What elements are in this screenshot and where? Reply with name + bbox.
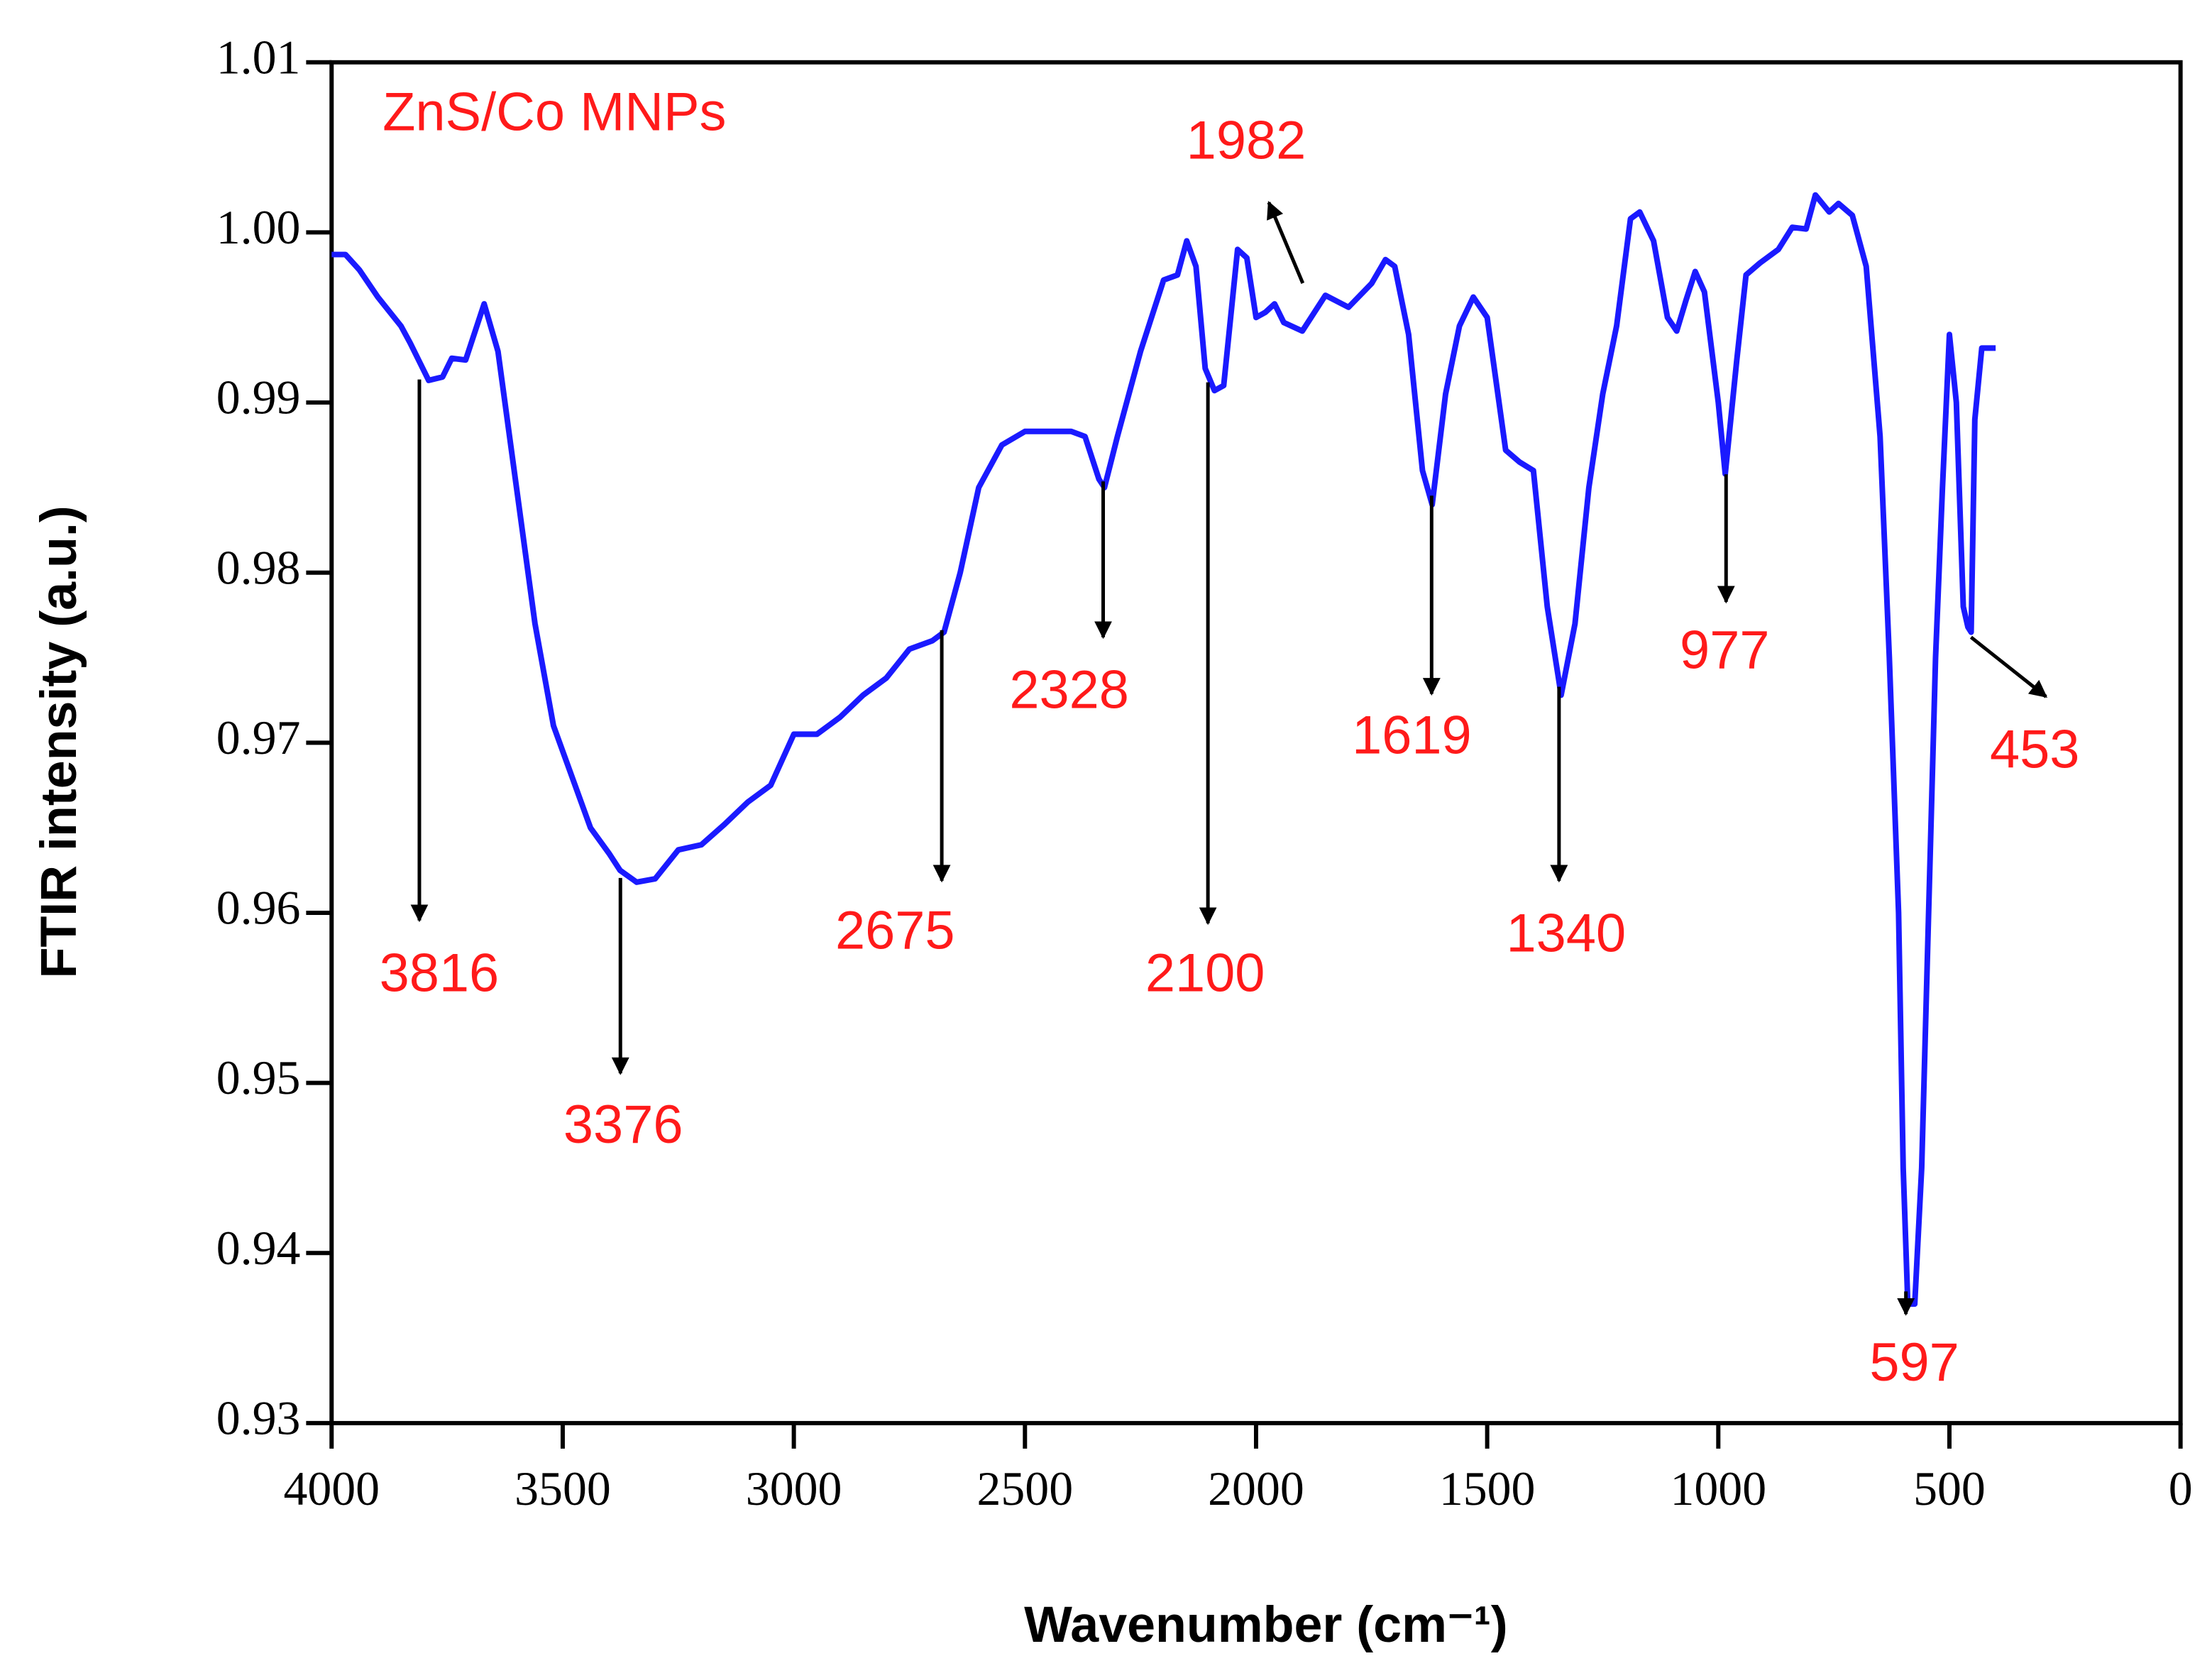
x-tick-label: 500	[1913, 1462, 1986, 1515]
annotation: 977	[1680, 620, 1769, 681]
annotation: 2675	[835, 901, 955, 961]
x-axis-title: Wavenumber (cm⁻¹)	[1024, 1596, 1508, 1653]
x-tick-label: 2000	[1208, 1462, 1304, 1515]
x-tick-label: 1000	[1670, 1462, 1766, 1515]
x-tick-label: 1500	[1439, 1462, 1536, 1515]
y-tick-label: 1.01	[216, 31, 301, 84]
y-tick-label: 0.97	[216, 711, 301, 764]
annotation: 3376	[563, 1095, 683, 1155]
y-tick-label: 1.00	[216, 201, 301, 254]
x-tick-label: 3500	[515, 1462, 611, 1515]
x-tick-label: 2500	[976, 1462, 1073, 1515]
annotation: 453	[1990, 719, 2079, 779]
annotation-arrow	[1969, 635, 2048, 698]
annotation-arrow	[1267, 200, 1305, 284]
annotation: 1982	[1187, 110, 1306, 170]
annotation: 2328	[1009, 660, 1129, 720]
y-tick-label: 0.94	[216, 1222, 301, 1275]
x-tick-label: 4000	[283, 1462, 380, 1515]
spectrum-line	[331, 192, 1996, 1307]
y-tick-label: 0.93	[216, 1391, 301, 1444]
annotation: 1340	[1507, 904, 1627, 964]
y-tick-label: 0.95	[216, 1051, 301, 1104]
y-tick-label: 0.99	[216, 371, 301, 424]
x-tick-label: 3000	[746, 1462, 842, 1515]
y-axis-title: FTIR intensity (a.u.)	[31, 505, 87, 978]
annotation: 2100	[1145, 943, 1265, 1004]
y-tick-label: 0.98	[216, 541, 301, 594]
y-tick-label: 0.96	[216, 882, 301, 935]
annotation: 597	[1869, 1332, 1959, 1393]
annotation: 1619	[1352, 705, 1472, 765]
annotation: 3816	[380, 943, 500, 1004]
annotation: ZnS/Co MNPs	[383, 82, 726, 143]
x-tick-label: 0	[2169, 1462, 2193, 1515]
